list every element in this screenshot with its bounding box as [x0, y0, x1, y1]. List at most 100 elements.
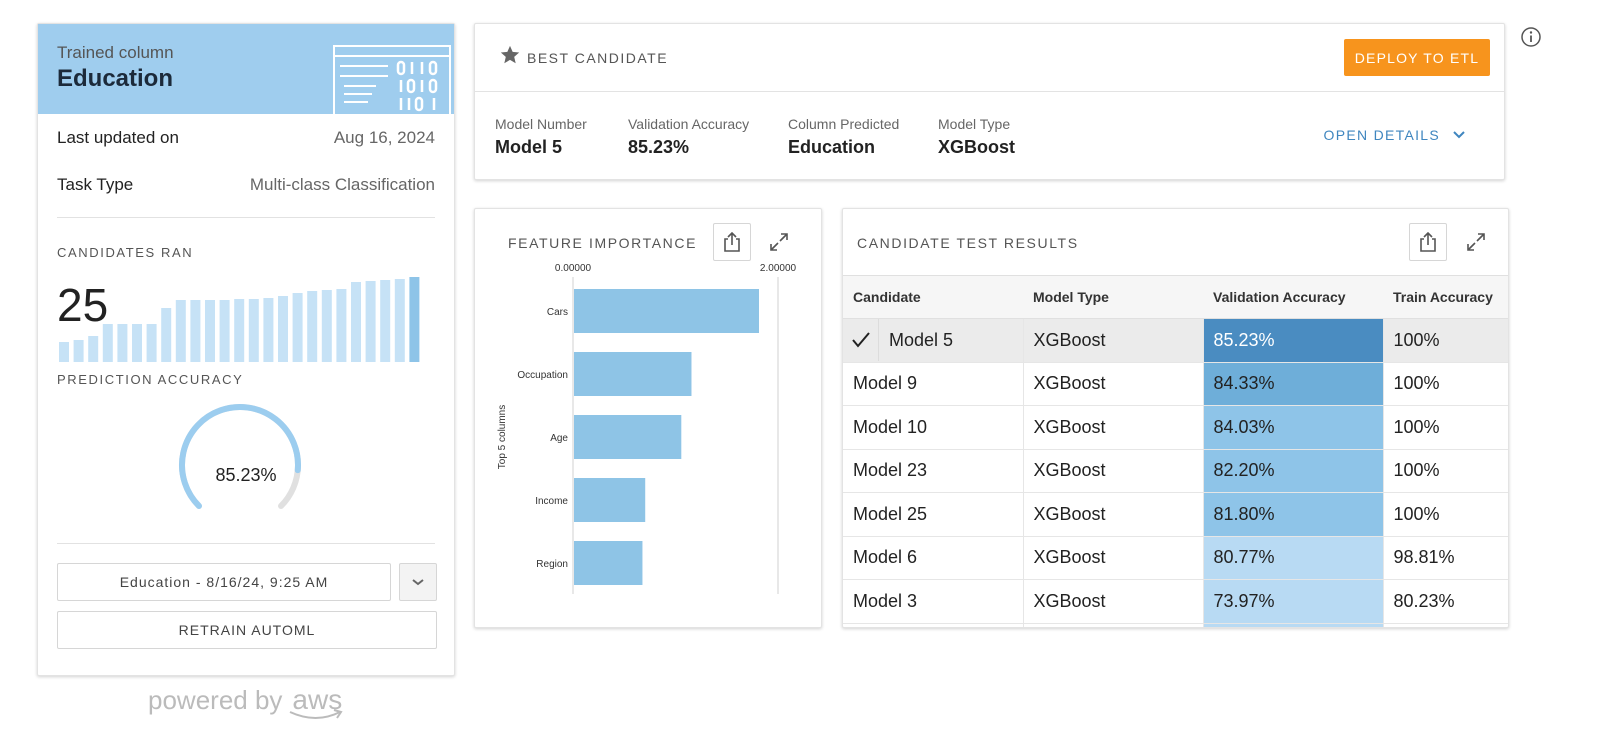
deploy-to-etl-button[interactable]: DEPLOY TO ETL: [1344, 39, 1490, 76]
candidate-name: Model 3: [853, 590, 918, 611]
candidate-bar: [248, 299, 259, 362]
column-header-candidate[interactable]: Candidate: [843, 275, 1023, 319]
last-updated-value: Aug 16, 2024: [333, 127, 435, 147]
share-export-icon: [1420, 232, 1436, 252]
divider: [57, 543, 435, 544]
candidate-test-results-card: CANDIDATE TEST RESULTS Candidate Model T…: [842, 208, 1509, 628]
retrain-automl-button[interactable]: RETRAIN AUTOML: [57, 611, 437, 649]
candidate-bar: [321, 290, 332, 362]
open-details-link[interactable]: OPEN DETAILS: [1324, 127, 1466, 143]
cell-model-type: XGBoost: [1023, 362, 1204, 406]
feature-importance-chart: 0.00000 2.00000 Top 5 columns Cars Occupatio…: [497, 263, 797, 594]
last-updated-row: Last updated on Aug 16, 2024: [38, 114, 454, 161]
cell-candidate: Model 5: [843, 318, 1024, 363]
cell-train-accuracy: 98.81%: [1383, 536, 1508, 580]
best-candidate-card: BEST CANDIDATE DEPLOY TO ETL Model Numbe…: [474, 23, 1505, 180]
candidate-name: Model 5: [889, 329, 954, 350]
candidate-bar: [117, 324, 128, 362]
candidate-bar: [88, 336, 99, 362]
cell-train-accuracy: 100%: [1383, 492, 1508, 537]
info-icon[interactable]: [1520, 26, 1542, 48]
candidate-bar: [263, 298, 274, 362]
table-row[interactable]: Model 9 XGBoost 84.33% 100%: [843, 362, 1508, 406]
table-header-row: Candidate Model Type Validation Accuracy…: [843, 275, 1508, 319]
candidate-bar: [175, 300, 186, 362]
cell-train-accuracy: 80.23%: [1383, 579, 1508, 624]
stat-value: XGBoost: [938, 137, 1016, 157]
aws-logo: aws: [290, 684, 344, 719]
candidate-bar: [351, 282, 361, 362]
table-row[interactable]: Model 5 XGBoost 85.23% 100%: [843, 318, 1508, 363]
stat-validation-accuracy: Validation Accuracy 85.23%: [628, 116, 749, 158]
column-header-train-accuracy[interactable]: Train Accuracy: [1383, 275, 1508, 319]
candidate-bar: [205, 300, 215, 362]
stat-label: Model Number: [495, 116, 587, 132]
candidate-bar: [73, 340, 84, 362]
candidate-bar: [102, 324, 113, 362]
candidate-bar: [409, 277, 420, 362]
cell-validation-accuracy: 84.33%: [1203, 362, 1384, 406]
stat-model-type: Model Type XGBoost: [938, 116, 1015, 158]
candidates-sparkline: [59, 277, 420, 362]
cell-train-accuracy: 100%: [1383, 318, 1508, 363]
candidate-bar: [132, 324, 142, 362]
cell-model-type: XGBoost: [1023, 579, 1204, 624]
cell-model-type: XGBoost: [1023, 449, 1204, 493]
candidate-bar: [146, 324, 157, 362]
best-candidate-label: BEST CANDIDATE: [527, 50, 669, 66]
cell-model-type: XGBoost: [1023, 536, 1204, 580]
accuracy-gauge-value: 85.23%: [215, 465, 277, 485]
expand-button[interactable]: [1463, 229, 1489, 255]
feature-bar: [574, 415, 682, 459]
cell-validation-accuracy: 85.23%: [1203, 318, 1384, 363]
candidate-bar: [219, 300, 230, 362]
table-row[interactable]: Model 23 XGBoost 82.20% 100%: [843, 449, 1508, 493]
cell-model-type: XGBoost: [1023, 492, 1204, 537]
candidate-bar: [380, 280, 391, 362]
feature-bar: [574, 478, 646, 522]
cell-candidate: Model 23: [843, 449, 1024, 493]
cell-candidate: Model 10: [843, 405, 1024, 450]
table-row[interactable]: Model 10 XGBoost 84.03% 100%: [843, 405, 1508, 450]
column-header-model-type[interactable]: Model Type: [1023, 275, 1203, 319]
table-row[interactable]: Model 3 XGBoost 73.97% 80.23%: [843, 579, 1508, 624]
candidate-name: Model 9: [853, 373, 918, 394]
candidates-ran-section: 25: [57, 274, 435, 364]
table-row[interactable]: Model 25 XGBoost 81.80% 100%: [843, 492, 1508, 537]
feature-label: Occupation: [517, 370, 568, 381]
star-icon: [500, 45, 520, 64]
candidate-name: Model 6: [853, 547, 918, 568]
trained-column-subtitle: Trained column: [57, 43, 174, 62]
data-table-illustration-icon: [333, 45, 451, 114]
table-row-partial: [843, 623, 1508, 627]
cell-model-type: XGBoost: [1023, 405, 1204, 450]
expand-icon: [1467, 233, 1485, 251]
gauge-fill: [179, 404, 301, 510]
column-header-validation-accuracy[interactable]: Validation Accuracy: [1203, 275, 1383, 319]
stat-label: Validation Accuracy: [628, 116, 750, 132]
y-axis-label: Top 5 columns: [497, 405, 508, 469]
export-button[interactable]: [1409, 223, 1447, 261]
stat-model-number: Model Number Model 5: [495, 116, 587, 158]
table-row[interactable]: Model 6 XGBoost 80.77% 98.81%: [843, 536, 1508, 580]
cell-validation-accuracy: 82.20%: [1203, 449, 1384, 493]
share-export-icon: [724, 232, 740, 252]
feature-bar: [574, 352, 692, 396]
cell-validation-accuracy: 81.80%: [1203, 492, 1384, 537]
candidate-bar: [336, 289, 347, 362]
expand-button[interactable]: [766, 229, 792, 255]
candidate-name: Model 23: [853, 460, 928, 481]
chevron-down-icon: [412, 579, 424, 586]
feature-bar: [574, 541, 643, 585]
run-select-toggle-button[interactable]: [399, 563, 437, 601]
candidates-ran-label: CANDIDATES RAN: [57, 245, 194, 260]
powered-by-aws: powered by aws: [148, 684, 344, 719]
trained-column-title: Education: [57, 65, 174, 92]
x-tick-label: 0.00000: [555, 263, 592, 274]
prediction-accuracy-label: PREDICTION ACCURACY: [57, 372, 244, 387]
divider: [57, 217, 435, 218]
run-select-dropdown[interactable]: Education - 8/16/24, 9:25 AM: [57, 563, 391, 601]
export-button[interactable]: [713, 223, 751, 261]
feature-label: Cars: [547, 307, 568, 318]
task-type-label: Task Type: [57, 174, 134, 194]
